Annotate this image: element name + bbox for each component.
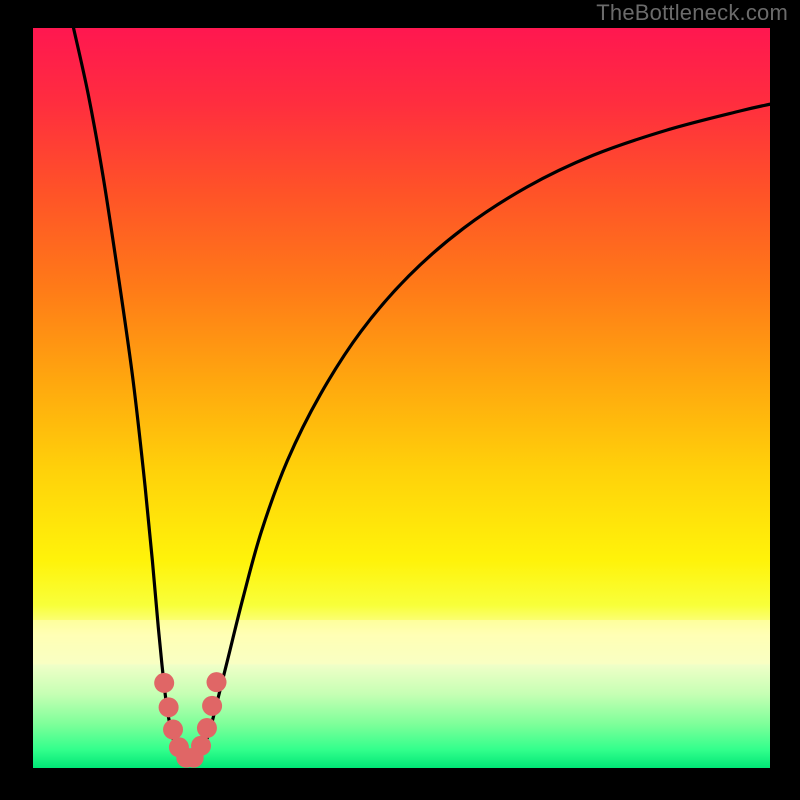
chart-container: TheBottleneck.com (0, 0, 800, 800)
curve-path (74, 28, 770, 764)
data-marker (202, 696, 222, 716)
watermark-text: TheBottleneck.com (596, 0, 788, 26)
plot-area (33, 28, 770, 768)
data-marker (191, 736, 211, 756)
data-marker (154, 673, 174, 693)
bottleneck-curve (33, 28, 770, 768)
data-marker (159, 697, 179, 717)
data-markers (154, 672, 226, 767)
data-marker (207, 672, 227, 692)
data-marker (197, 718, 217, 738)
data-marker (163, 720, 183, 740)
